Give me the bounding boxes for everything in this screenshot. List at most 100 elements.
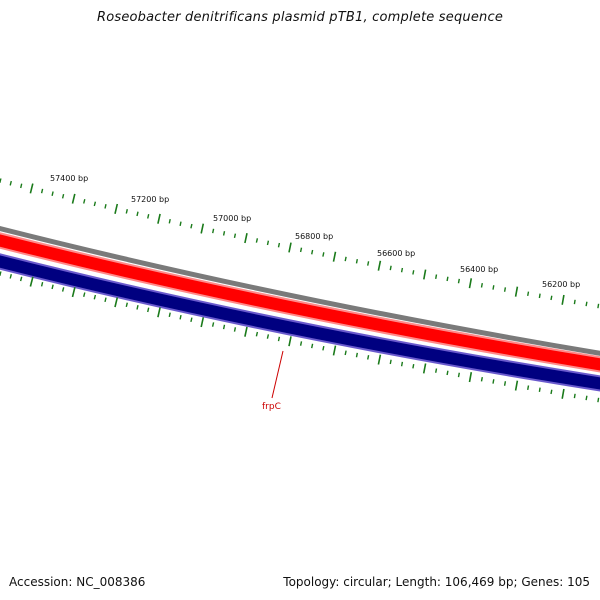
- major-tick: [332, 251, 337, 262]
- minor-tick: [492, 285, 495, 290]
- major-tick: [114, 203, 119, 214]
- minor-tick: [0, 271, 2, 276]
- minor-tick: [344, 256, 347, 262]
- minor-tick: [61, 287, 65, 292]
- accession-label: Accession: NC_008386: [9, 575, 146, 589]
- major-tick: [71, 287, 76, 298]
- minor-tick: [389, 359, 392, 365]
- minor-tick: [277, 242, 281, 248]
- minor-tick: [136, 211, 139, 217]
- minor-tick: [51, 284, 54, 290]
- minor-tick: [412, 363, 415, 369]
- ruler-label-57400: 57400 bp: [50, 174, 88, 183]
- major-tick: [29, 183, 34, 194]
- minor-tick: [9, 180, 12, 186]
- major-tick: [377, 354, 382, 365]
- major-tick: [200, 223, 205, 234]
- minor-tick: [9, 274, 12, 279]
- minor-tick: [19, 276, 23, 282]
- major-tick: [561, 388, 565, 399]
- minor-tick: [527, 385, 530, 391]
- major-tick: [29, 276, 34, 287]
- ruler-label-57200: 57200 bp: [131, 195, 169, 204]
- ruler-label-56400: 56400 bp: [460, 265, 498, 274]
- major-tick: [514, 380, 519, 391]
- minor-tick: [446, 276, 449, 282]
- minor-tick: [20, 183, 23, 189]
- minor-tick: [355, 352, 358, 358]
- minor-tick: [355, 258, 358, 264]
- major-tick: [157, 307, 161, 318]
- forward-strand-arc: [0, 234, 600, 371]
- minor-tick: [322, 252, 325, 257]
- outer-tick-marks: [0, 178, 600, 309]
- minor-tick: [168, 218, 171, 224]
- minor-tick: [597, 397, 600, 403]
- ruler-labels: 57400 bp 57200 bp 57000 bp 56800 bp 5660…: [50, 174, 580, 289]
- ruler-label-56800: 56800 bp: [295, 232, 333, 241]
- minor-tick: [311, 249, 314, 255]
- minor-tick: [255, 331, 259, 337]
- major-tick: [422, 363, 427, 374]
- minor-tick: [344, 350, 347, 356]
- minor-tick: [211, 322, 215, 327]
- ruler-label-56200: 56200 bp: [542, 280, 580, 289]
- gene-label-frpC[interactable]: frpC: [262, 402, 281, 412]
- minor-tick: [277, 336, 281, 342]
- minor-tick: [190, 317, 193, 323]
- major-tick: [377, 260, 382, 271]
- minor-tick: [255, 238, 259, 243]
- minor-tick: [585, 395, 588, 401]
- minor-tick: [299, 247, 303, 253]
- minor-tick: [104, 297, 107, 303]
- ruler-label-56600: 56600 bp: [377, 249, 415, 258]
- minor-tick: [367, 355, 370, 360]
- minor-tick: [179, 314, 182, 320]
- minor-tick: [322, 345, 325, 351]
- minor-tick: [597, 303, 600, 309]
- minor-tick: [40, 281, 44, 287]
- backbone-arc: [0, 225, 600, 356]
- minor-tick: [503, 287, 507, 292]
- minor-tick: [179, 221, 182, 227]
- minor-tick: [412, 270, 415, 275]
- ruler-label-57000: 57000 bp: [213, 214, 251, 223]
- minor-tick: [400, 361, 404, 367]
- major-tick: [288, 336, 292, 347]
- minor-tick: [585, 301, 588, 307]
- minor-tick: [457, 372, 460, 378]
- minor-tick: [104, 204, 107, 209]
- major-tick: [244, 326, 248, 337]
- minor-tick: [83, 199, 86, 204]
- inner-tick-marks: [0, 271, 600, 403]
- minor-tick: [266, 240, 270, 246]
- minor-tick: [190, 223, 193, 229]
- minor-tick: [266, 334, 270, 339]
- minor-tick: [446, 370, 449, 376]
- minor-tick: [367, 261, 370, 266]
- minor-tick: [222, 324, 226, 330]
- minor-tick: [125, 209, 128, 214]
- minor-tick: [83, 292, 86, 297]
- minor-tick: [136, 305, 139, 310]
- major-tick: [200, 317, 205, 328]
- minor-tick: [222, 231, 226, 236]
- major-tick: [468, 278, 473, 289]
- major-tick: [561, 294, 565, 305]
- minor-tick: [168, 312, 171, 318]
- minor-tick: [550, 295, 553, 301]
- minor-tick: [435, 274, 438, 280]
- minor-tick: [61, 193, 65, 199]
- minor-tick: [538, 387, 541, 393]
- minor-tick: [51, 191, 54, 196]
- minor-tick: [0, 178, 2, 183]
- major-tick: [288, 242, 292, 253]
- minor-tick: [527, 291, 530, 297]
- major-tick: [468, 372, 473, 383]
- gene-frpC-pointer: [271, 350, 284, 399]
- minor-tick: [435, 368, 438, 373]
- minor-tick: [573, 393, 576, 399]
- map-title: Roseobacter denitrificans plasmid pTB1, …: [96, 10, 504, 25]
- minor-tick: [503, 381, 507, 386]
